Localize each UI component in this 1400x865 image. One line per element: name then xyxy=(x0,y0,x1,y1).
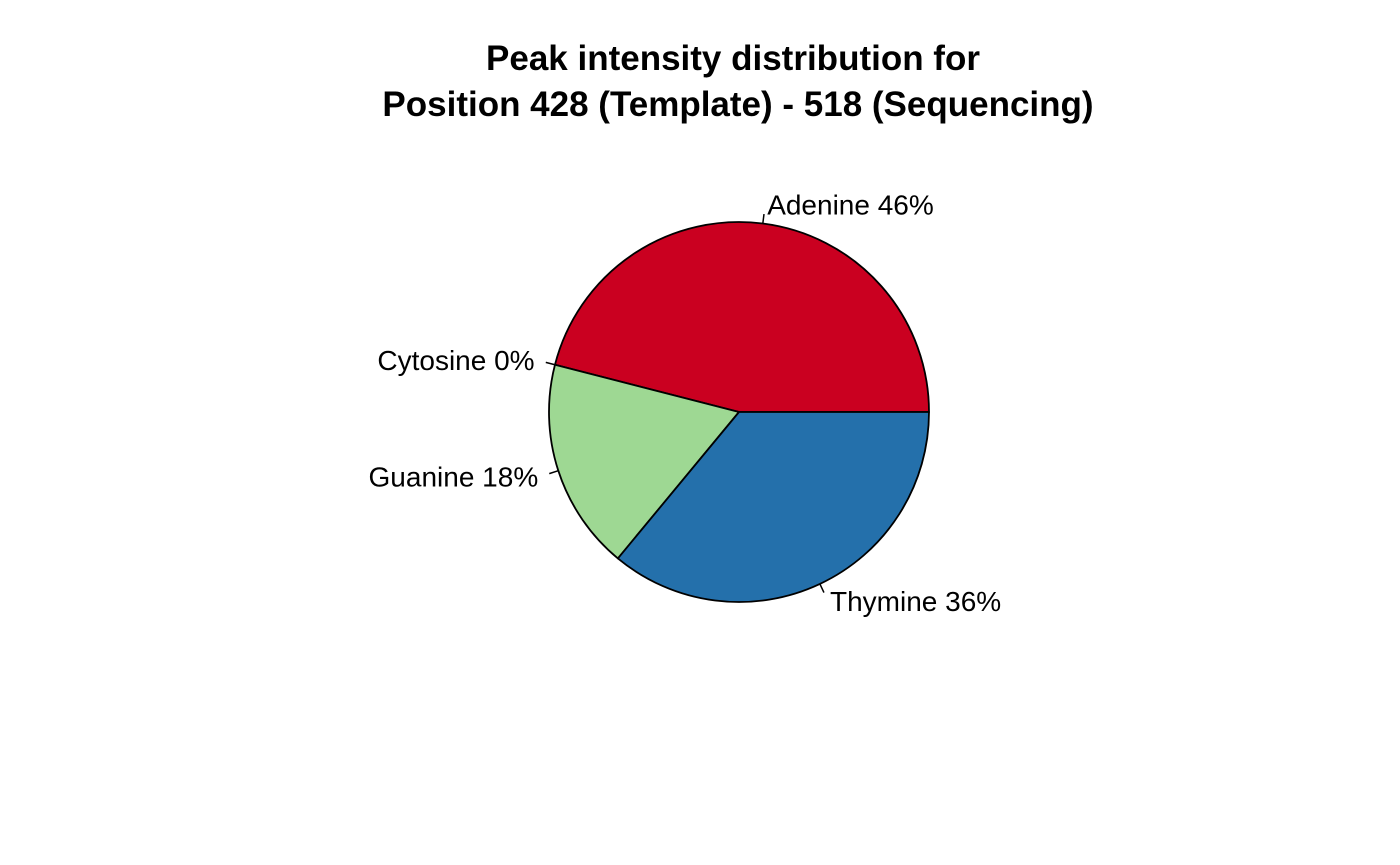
chart-title-line-2: Position 428 (Template) - 518 (Sequencin… xyxy=(382,85,1093,124)
pie-slice-guanine xyxy=(548,363,740,560)
leader-line-cytosine xyxy=(545,361,556,366)
leader-line-adenine xyxy=(762,213,765,224)
pie-labels: Adenine 46% Cytosine 0% Guanine 18% Thymine… xyxy=(369,190,1002,617)
leader-line-guanine xyxy=(549,469,559,475)
chart-title-line-1: Peak intensity distribution for xyxy=(486,39,980,78)
pie-slice-thymine xyxy=(616,411,930,603)
slice-label-adenine: Adenine 46% xyxy=(767,190,934,221)
slice-label-guanine: Guanine 18% xyxy=(369,462,539,493)
pie-slices xyxy=(548,221,930,603)
leader-line-thymine xyxy=(819,583,825,593)
slice-label-thymine: Thymine 36% xyxy=(830,586,1001,617)
pie-slice-adenine xyxy=(554,221,930,413)
slice-label-cytosine: Cytosine 0% xyxy=(377,345,534,376)
